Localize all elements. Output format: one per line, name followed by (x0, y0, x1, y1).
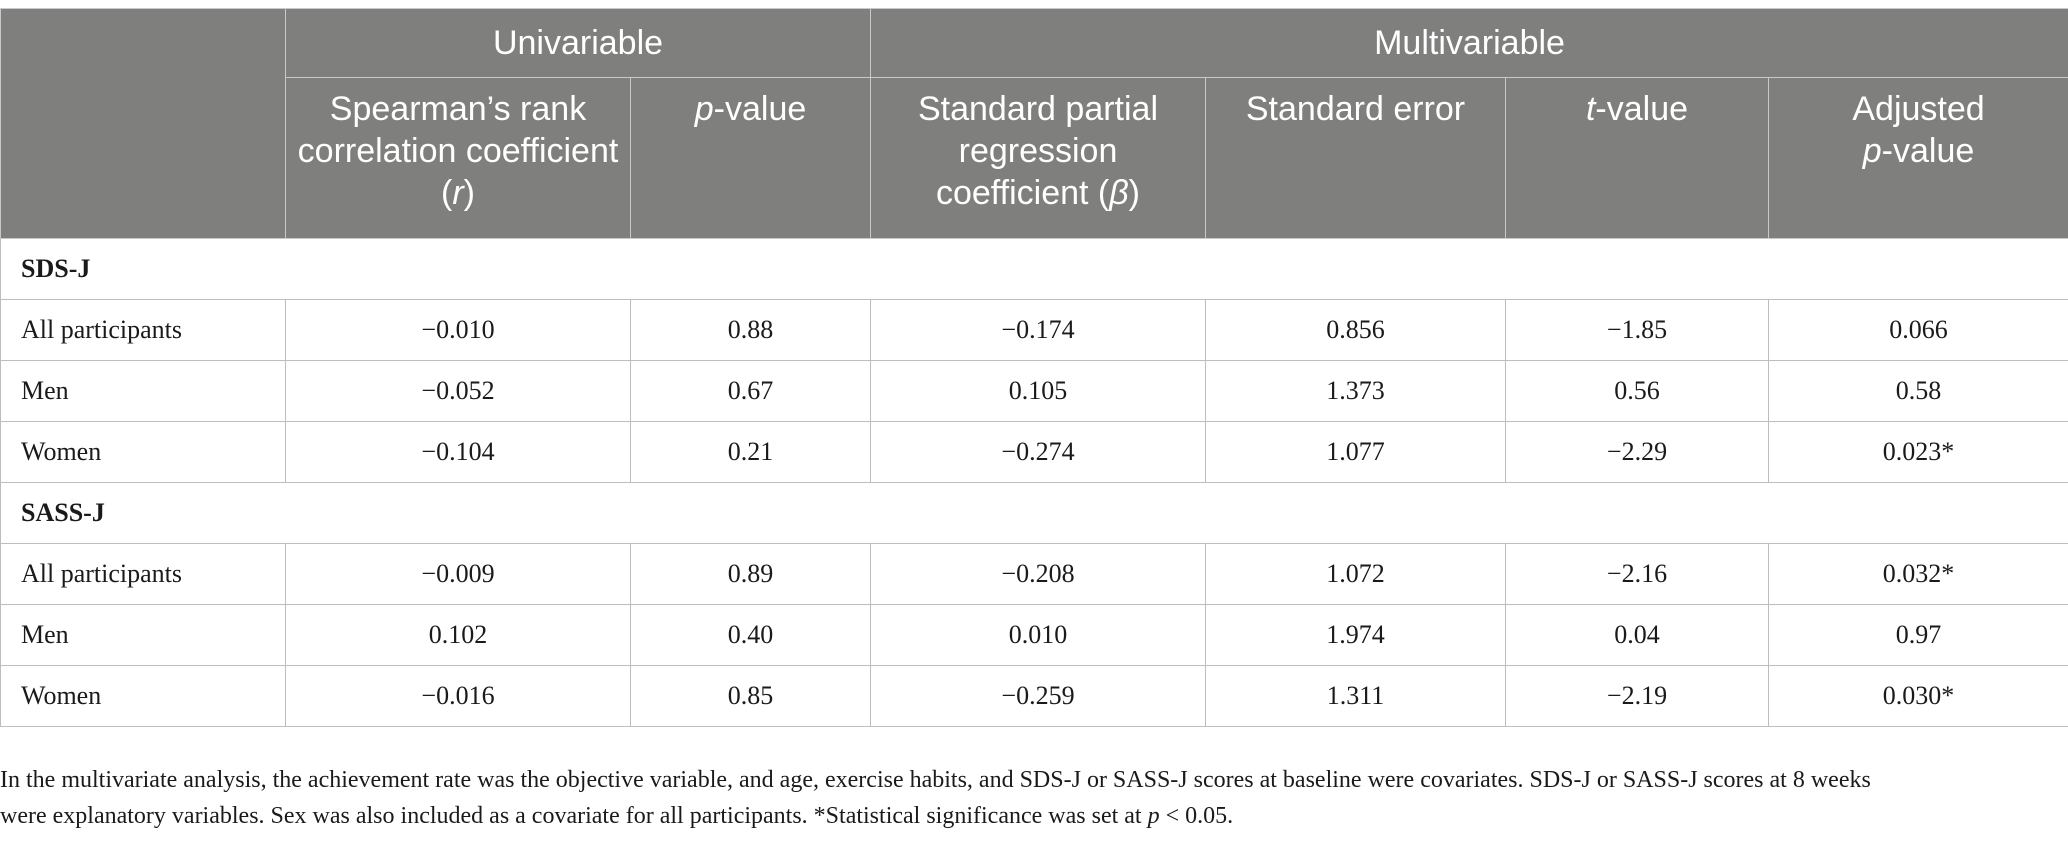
header-adjusted-p-value: Adjusted p-value (1767, 77, 2068, 239)
results-table: Univariable Multivariable Spearman’s ran… (0, 8, 2068, 727)
header-beta: Standard partial regression coefficient … (870, 77, 1206, 239)
cell-r: −0.010 (285, 299, 631, 361)
cell-se: 1.072 (1205, 543, 1506, 605)
row-label: All participants (0, 299, 286, 361)
header-standard-error: Standard error (1205, 77, 1506, 239)
cell-p: 0.67 (630, 360, 871, 422)
row-label: Men (0, 604, 286, 666)
cell-r: −0.052 (285, 360, 631, 422)
cell-adj-p: 0.97 (1767, 604, 2068, 666)
cell-p: 0.40 (630, 604, 871, 666)
cell-adj-p: 0.58 (1767, 360, 2068, 422)
table-row: All participants −0.009 0.89 −0.208 1.07… (0, 543, 2068, 605)
table-row: Men −0.052 0.67 0.105 1.373 0.56 0.58 (0, 360, 2068, 422)
cell-se: 0.856 (1205, 299, 1506, 361)
header-p-value: p-value (630, 77, 871, 239)
table-row: All participants −0.010 0.88 −0.174 0.85… (0, 299, 2068, 361)
cell-adj-p: 0.032* (1767, 543, 2068, 605)
cell-adj-p: 0.066 (1767, 299, 2068, 361)
cell-r: −0.009 (285, 543, 631, 605)
header-row-groups: Univariable Multivariable (0, 8, 2068, 239)
cell-beta: 0.010 (870, 604, 1206, 666)
section-row-sass-j: SASS-J (0, 482, 2068, 544)
cell-beta: −0.208 (870, 543, 1206, 605)
cell-se: 1.311 (1205, 665, 1506, 727)
table-footnote: In the multivariate analysis, the achiev… (0, 762, 2060, 834)
cell-p: 0.85 (630, 665, 871, 727)
cell-r: −0.016 (285, 665, 631, 727)
row-label: Women (0, 665, 286, 727)
cell-p: 0.89 (630, 543, 871, 605)
header-multivariable: Multivariable (869, 8, 2068, 78)
cell-se: 1.373 (1205, 360, 1506, 422)
cell-t: −2.19 (1505, 665, 1769, 727)
cell-t: 0.56 (1505, 360, 1769, 422)
header-spearman: Spearman’s rank correlation coefficient … (285, 77, 631, 239)
cell-beta: −0.174 (870, 299, 1206, 361)
table-row: Men 0.102 0.40 0.010 1.974 0.04 0.97 (0, 604, 2068, 666)
table-row: Women −0.016 0.85 −0.259 1.311 −2.19 0.0… (0, 665, 2068, 727)
cell-p: 0.88 (630, 299, 871, 361)
cell-adj-p: 0.023* (1767, 421, 2068, 483)
cell-t: −1.85 (1505, 299, 1769, 361)
footnote-line-1: In the multivariate analysis, the achiev… (0, 767, 1871, 793)
header-blank-cell (0, 8, 286, 239)
section-title: SDS-J (0, 238, 2068, 300)
cell-r: −0.104 (285, 421, 631, 483)
footnote-line-2: were explanatory variables. Sex was also… (0, 803, 1234, 829)
cell-beta: −0.259 (870, 665, 1206, 727)
results-table-container: Univariable Multivariable Spearman’s ran… (0, 8, 2068, 727)
section-row-sds-j: SDS-J (0, 238, 2068, 300)
section-title: SASS-J (0, 482, 2068, 544)
header-univariable: Univariable (285, 8, 871, 78)
table-row: Women −0.104 0.21 −0.274 1.077 −2.29 0.0… (0, 421, 2068, 483)
cell-p: 0.21 (630, 421, 871, 483)
cell-beta: −0.274 (870, 421, 1206, 483)
cell-t: −2.29 (1505, 421, 1769, 483)
cell-t: 0.04 (1505, 604, 1769, 666)
header-row-columns: Spearman’s rank correlation coefficient … (1, 77, 2068, 239)
row-label: Women (0, 421, 286, 483)
row-label: Men (0, 360, 286, 422)
cell-beta: 0.105 (870, 360, 1206, 422)
row-label: All participants (0, 543, 286, 605)
header-t-value: t-value (1505, 77, 1769, 239)
cell-se: 1.077 (1205, 421, 1506, 483)
cell-r: 0.102 (285, 604, 631, 666)
cell-adj-p: 0.030* (1767, 665, 2068, 727)
cell-t: −2.16 (1505, 543, 1769, 605)
cell-se: 1.974 (1205, 604, 1506, 666)
